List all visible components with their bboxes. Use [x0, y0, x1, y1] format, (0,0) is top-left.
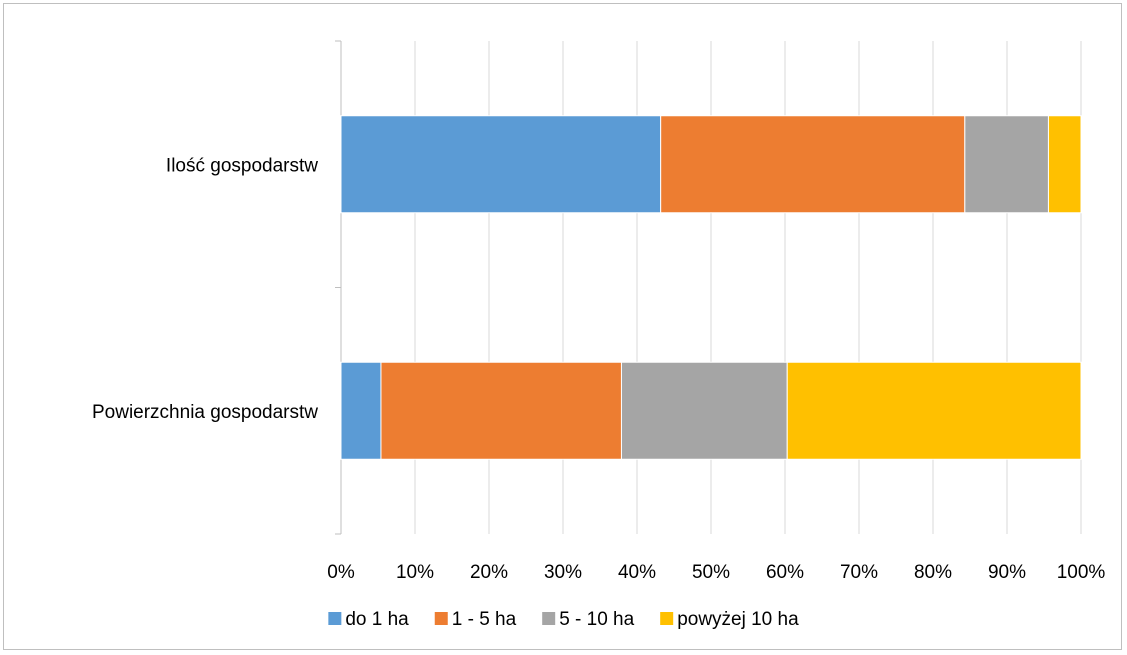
x-tick-labels: 0% 10% 20% 30% 40% 50% 60% 70% 80% 90% 100% [327, 562, 1105, 583]
x-tick-label: 90% [988, 562, 1026, 583]
bar-segment [340, 361, 382, 460]
x-tick-label: 20% [470, 562, 508, 583]
legend-swatch [434, 612, 448, 625]
category-label: Ilość gospodarstw [166, 155, 318, 176]
bar-segment [786, 361, 1082, 460]
legend-swatch [542, 612, 556, 625]
gridlines [414, 41, 1082, 534]
x-tick-label: 40% [618, 562, 656, 583]
x-tick-label: 10% [396, 562, 434, 583]
bar-segment [1047, 115, 1082, 214]
x-tick-label: 0% [327, 562, 355, 583]
x-tick-label: 70% [840, 562, 878, 583]
x-tick-label: 80% [914, 562, 952, 583]
x-tick-label: 100% [1057, 562, 1106, 583]
legend-swatch [328, 612, 342, 625]
bar-segment [380, 361, 622, 460]
legend: do 1 ha 1 - 5 ha 5 - 10 ha powyżej 10 ha [328, 609, 799, 630]
x-tick-label: 50% [692, 562, 730, 583]
bar-segment [660, 115, 966, 214]
legend-label: 5 - 10 ha [559, 609, 634, 630]
legend-swatch [660, 612, 674, 625]
category-label: Powierzchnia gospodarstw [92, 402, 318, 423]
bar-segment [620, 361, 788, 460]
category-labels: Ilość gospodarstw Powierzchnia gospodarst… [92, 155, 318, 423]
bar-segment [964, 115, 1049, 214]
bars [340, 115, 1082, 460]
bar-segment [340, 115, 662, 214]
x-tick-label: 60% [766, 562, 804, 583]
axes [335, 40, 342, 535]
legend-label: 1 - 5 ha [452, 609, 517, 630]
legend-label: do 1 ha [345, 609, 409, 630]
x-tick-label: 30% [544, 562, 582, 583]
legend-label: powyżej 10 ha [677, 609, 799, 630]
